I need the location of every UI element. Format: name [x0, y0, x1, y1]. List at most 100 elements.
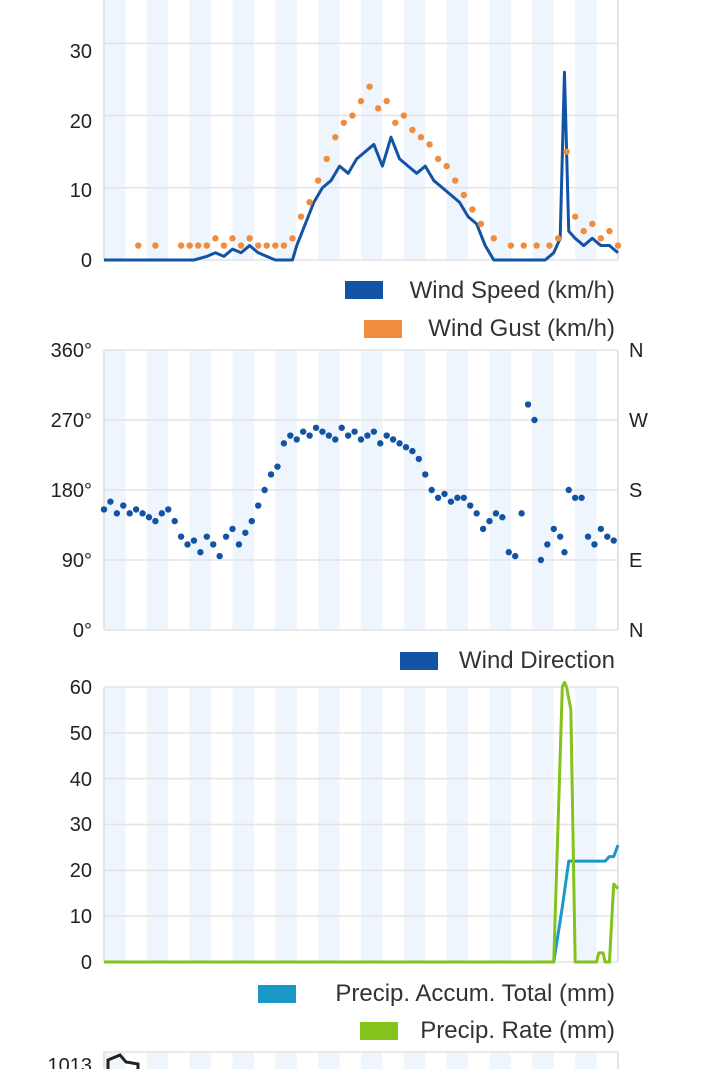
wind-direction-point — [402, 444, 410, 451]
shade-band — [361, 0, 383, 260]
precip-rate-legend-label[interactable]: Precip. Rate (mm) — [420, 1017, 615, 1044]
wind-direction-point — [216, 552, 223, 560]
shade-band — [146, 1052, 169, 1069]
wind-gust-point — [417, 134, 425, 141]
wind-direction-point — [377, 440, 384, 447]
wind-direction-point — [235, 541, 243, 548]
precip-total-line — [104, 844, 620, 964]
precip-y-tick-30: 30 — [70, 814, 92, 836]
precip-marks — [104, 680, 620, 964]
wind-direction-point — [197, 549, 204, 556]
wind-gust-point — [366, 83, 373, 90]
wind-direction-legend-label[interactable]: Wind Direction — [459, 647, 615, 674]
dir-y-tick-90: 90° — [62, 550, 92, 572]
dir-y-tick-0: 0° — [73, 620, 92, 642]
wind-gust-point — [195, 242, 202, 249]
precip-total-legend-label[interactable]: Precip. Accum. Total (mm) — [335, 980, 615, 1007]
wind-direction-point — [561, 549, 568, 556]
dir-right-tick-s: S — [629, 480, 642, 502]
wind-gust-point — [477, 220, 485, 228]
wind-direction-point — [544, 541, 551, 548]
wind-direction-point — [120, 502, 127, 509]
wind-gust-point — [533, 242, 540, 249]
wind-gust-point — [237, 242, 245, 249]
wind-direction-point — [287, 432, 294, 439]
wind-direction-point — [441, 490, 448, 498]
wind-gust-point — [177, 242, 185, 249]
shade-band — [146, 0, 169, 260]
wind-gust-point — [452, 177, 459, 184]
wind-direction-point — [242, 529, 249, 536]
wind-direction-point — [505, 549, 512, 556]
wind-direction-point — [415, 455, 423, 463]
shade-band — [361, 1052, 383, 1069]
pressure-line-fragment — [106, 1053, 140, 1069]
wind-direction-point — [222, 533, 230, 540]
wind-direction-point — [591, 541, 598, 548]
wind-gust-point — [409, 126, 416, 134]
wind-direction-point — [171, 517, 178, 525]
shade-band — [403, 1052, 426, 1069]
shade-band — [532, 0, 554, 260]
wind-direction-point — [351, 428, 358, 435]
wind-gust-point — [426, 141, 433, 148]
wind-gust-point — [314, 177, 322, 184]
wind-direction-point — [267, 471, 275, 478]
dir-y-tick-270: 270° — [51, 410, 92, 432]
wind-direction-point — [479, 525, 487, 533]
wind-gust-point — [589, 220, 596, 228]
wind-direction-point — [325, 432, 333, 439]
shade-band — [232, 0, 254, 260]
wind-gust-point — [297, 213, 305, 220]
precip-y-tick-20: 20 — [70, 860, 92, 882]
wind-gust-point — [383, 97, 390, 105]
wind-direction-point — [460, 494, 467, 501]
wind-gust-legend-label[interactable]: Wind Gust (km/h) — [428, 315, 615, 342]
wind-direction-point — [210, 541, 217, 548]
wind-gust-point — [400, 112, 408, 119]
wind-direction-point — [565, 486, 572, 494]
wind-direction-point — [299, 428, 307, 435]
wind-direction-point — [524, 401, 532, 408]
wind-direction-point — [499, 514, 506, 521]
wind-direction-point — [584, 533, 592, 540]
wind-speed-line — [104, 70, 619, 262]
wind-gust-point — [580, 227, 587, 235]
precip-total-legend-swatch — [258, 985, 296, 1003]
wind-gust-point — [323, 155, 330, 163]
precip-y-tick-10: 10 — [70, 906, 92, 928]
wind-direction-point — [132, 506, 140, 513]
wind-gust-point — [554, 235, 562, 242]
wind-direction-point — [190, 537, 198, 544]
wind-y-tick-20: 20 — [70, 111, 92, 133]
wind-speed-background-bands — [103, 0, 619, 260]
wind-speed-legend-label[interactable]: Wind Speed (km/h) — [410, 277, 615, 304]
wind-gust-point — [263, 242, 270, 249]
wind-direction-marks — [100, 401, 617, 564]
wind-direction-point — [113, 510, 121, 517]
wind-gust-point — [469, 206, 476, 213]
wind-direction-point — [184, 541, 191, 548]
wind-direction-point — [396, 440, 403, 447]
wind-direction-point — [338, 424, 345, 431]
wind-gust-point — [443, 162, 450, 170]
wind-direction-point — [332, 436, 339, 443]
wind-speed-marks — [104, 70, 622, 262]
shade-band — [446, 1052, 469, 1069]
precip-rate-line — [104, 680, 620, 964]
shade-band — [575, 0, 597, 260]
wind-gust-point — [520, 242, 527, 249]
wind-direction-point — [467, 502, 474, 509]
wind-gust-point — [340, 119, 348, 126]
wind-gust-point — [152, 242, 159, 249]
wind-direction-point — [556, 533, 564, 540]
wind-direction-point — [409, 447, 416, 455]
wind-direction-point — [518, 510, 525, 517]
wind-speed-legend-swatch — [345, 281, 383, 299]
wind-direction-point — [306, 432, 313, 439]
wind-gust-point — [203, 242, 210, 249]
shade-band — [189, 1052, 212, 1069]
wind-gust-point — [186, 242, 193, 249]
wind-direction-point — [610, 537, 617, 544]
